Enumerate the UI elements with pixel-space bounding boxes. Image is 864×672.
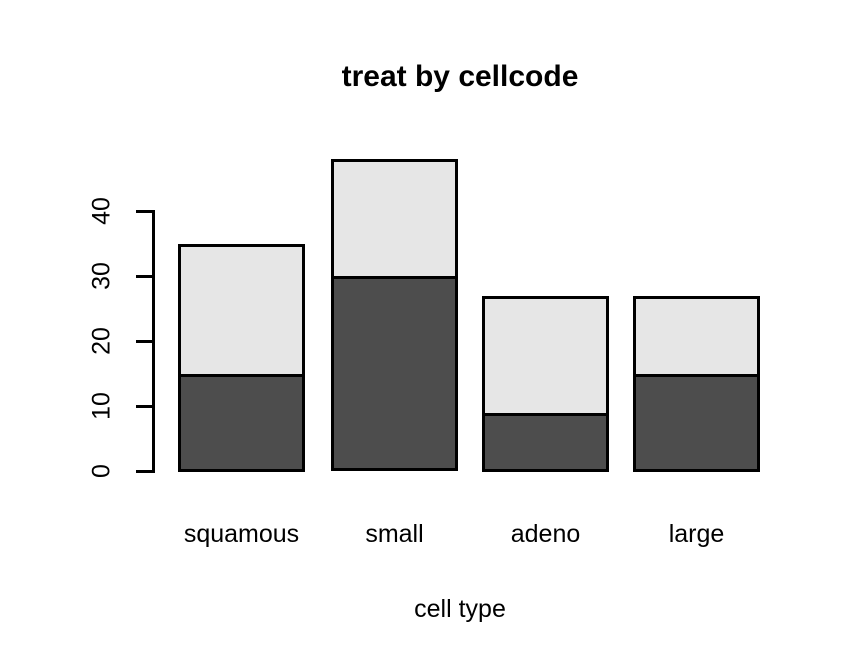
y-axis-tick [136, 340, 152, 343]
x-tick-label-adeno: adeno [510, 520, 581, 548]
chart-title: treat by cellcode [341, 60, 579, 93]
x-tick-label-squamous: squamous [183, 520, 300, 548]
x-tick-label-large: large [668, 520, 725, 548]
y-axis-tick [136, 275, 152, 278]
bar-segment-small-series-2 [331, 159, 458, 279]
x-tick-label-small: small [365, 520, 424, 548]
bar-segment-large-series-1 [633, 374, 760, 472]
y-tick-label: 30 [87, 262, 116, 290]
y-tick-label: 20 [87, 327, 116, 355]
bar-segment-squamous-series-1 [178, 374, 305, 472]
y-tick-label: 0 [87, 464, 116, 478]
y-tick-label: 10 [87, 392, 116, 420]
y-axis-line [152, 210, 155, 473]
y-axis-tick [136, 405, 152, 408]
bar-segment-adeno-series-1 [482, 413, 609, 472]
x-axis-label: cell type [414, 595, 506, 623]
y-tick-label: 40 [87, 197, 116, 225]
bar-segment-small-series-1 [331, 276, 458, 471]
y-axis-tick [136, 470, 152, 473]
bar-segment-large-series-2 [633, 296, 760, 377]
bar-segment-adeno-series-2 [482, 296, 609, 416]
y-axis-tick [136, 210, 152, 213]
bar-segment-squamous-series-2 [178, 244, 305, 377]
